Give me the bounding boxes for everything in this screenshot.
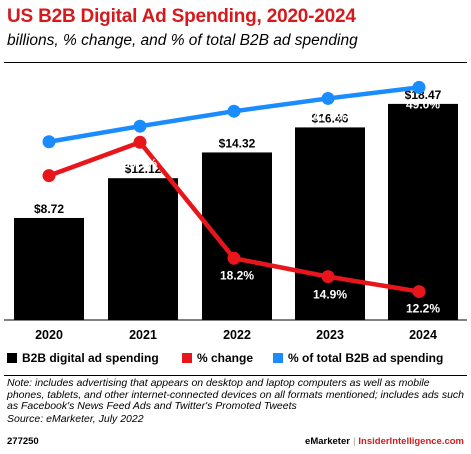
legend-item-share: % of total B2B ad spending bbox=[273, 351, 443, 365]
bar-2023 bbox=[295, 127, 365, 320]
change-value-label-2023: 14.9% bbox=[313, 288, 347, 302]
legend-item-change: % change bbox=[182, 351, 253, 365]
chart-legend: B2B digital ad spending % change % of to… bbox=[0, 348, 471, 370]
series-point-change-2024 bbox=[412, 285, 426, 299]
change-value-label-2022: 18.2% bbox=[220, 268, 254, 282]
chart-plot-area: $8.72 $12.12 $14.32 $16.46 $18.47 2020 2021 202… bbox=[4, 80, 467, 342]
change-value-label-2020: 33.1% bbox=[27, 188, 61, 202]
share-value-label-2022: 44.7% bbox=[220, 122, 254, 136]
share-value-label-2023: 47.0% bbox=[313, 109, 347, 123]
x-tick-label-2020: 2020 bbox=[35, 328, 63, 342]
legend-item-bar: B2B digital ad spending bbox=[7, 351, 159, 365]
change-value-label-2024: 12.2% bbox=[406, 302, 440, 316]
x-tick-label-2023: 2023 bbox=[316, 328, 344, 342]
series-point-share-2024 bbox=[412, 80, 426, 94]
chart-title: US B2B Digital Ad Spending, 2020-2024 bbox=[7, 6, 356, 27]
series-point-change-2023 bbox=[321, 270, 335, 284]
legend-swatch-bar bbox=[7, 353, 17, 363]
series-point-share-2020 bbox=[42, 135, 56, 149]
series-point-share-2022 bbox=[227, 104, 241, 118]
share-value-label-2020: 39.2% bbox=[33, 119, 67, 133]
bar-value-label-2021: $12.12 bbox=[125, 162, 162, 176]
chart-note: Note: includes advertising that appears … bbox=[7, 377, 465, 413]
series-point-change-2021 bbox=[133, 135, 147, 149]
x-tick-label-2024: 2024 bbox=[409, 328, 437, 342]
legend-label-bar: B2B digital ad spending bbox=[22, 351, 159, 365]
bar-value-label-2024: $18.47 bbox=[405, 88, 442, 102]
legend-label-change: % change bbox=[197, 351, 254, 365]
x-tick-label-2022: 2022 bbox=[223, 328, 251, 342]
series-point-share-2021 bbox=[133, 119, 147, 133]
brand-separator: | bbox=[352, 436, 356, 447]
bar-2021 bbox=[108, 178, 178, 320]
x-tick-label-2021: 2021 bbox=[129, 328, 157, 342]
chart-subtitle: billions, % change, and % of total B2B a… bbox=[7, 32, 358, 49]
brand-emarketer: eMarketer bbox=[305, 436, 350, 447]
bar-value-label-2023: $16.46 bbox=[312, 111, 349, 125]
bar-2020 bbox=[14, 217, 84, 320]
chart-id: 277250 bbox=[7, 436, 39, 447]
brand-insider-intelligence: InsiderIntelligence.com bbox=[358, 436, 464, 447]
share-value-label-2021: 42.0% bbox=[126, 102, 160, 116]
bar-2022 bbox=[202, 152, 272, 320]
series-point-change-2022 bbox=[227, 251, 241, 265]
footer-brand: eMarketer | InsiderIntelligence.com bbox=[305, 436, 464, 447]
bar-value-label-2020: $8.72 bbox=[34, 202, 64, 216]
change-value-label-2021: 39.1% bbox=[123, 156, 157, 170]
series-point-change-2020 bbox=[42, 169, 56, 183]
note-divider bbox=[4, 375, 467, 376]
legend-swatch-change bbox=[182, 353, 192, 363]
legend-swatch-share bbox=[273, 353, 283, 363]
header-divider bbox=[4, 62, 467, 63]
bar-2024 bbox=[388, 103, 458, 320]
share-value-label-2024: 49.0% bbox=[406, 97, 440, 111]
chart-source: Source: eMarketer, July 2022 bbox=[7, 413, 144, 425]
bar-value-label-2022: $14.32 bbox=[219, 136, 256, 150]
series-point-share-2023 bbox=[321, 91, 335, 105]
legend-label-share: % of total B2B ad spending bbox=[288, 351, 444, 365]
